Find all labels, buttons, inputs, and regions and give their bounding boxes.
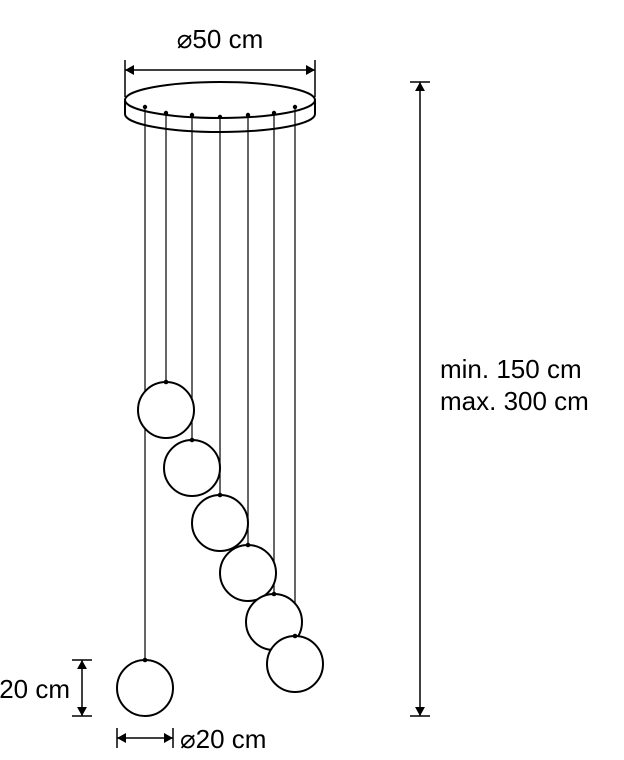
label-height-max: max. 300 cm — [440, 386, 589, 416]
dim-overall-height: min. 150 cmmax. 300 cm — [410, 82, 589, 716]
label-ball-height: 20 cm — [0, 674, 70, 704]
label-height-min: min. 150 cm — [440, 354, 582, 384]
label-top-diameter: ⌀50 cm — [177, 24, 263, 54]
label-ball-diameter: ⌀20 cm — [180, 724, 266, 754]
dim-ball-diameter: ⌀20 cm — [117, 724, 266, 754]
dim-ball-height: 20 cm — [0, 660, 92, 716]
